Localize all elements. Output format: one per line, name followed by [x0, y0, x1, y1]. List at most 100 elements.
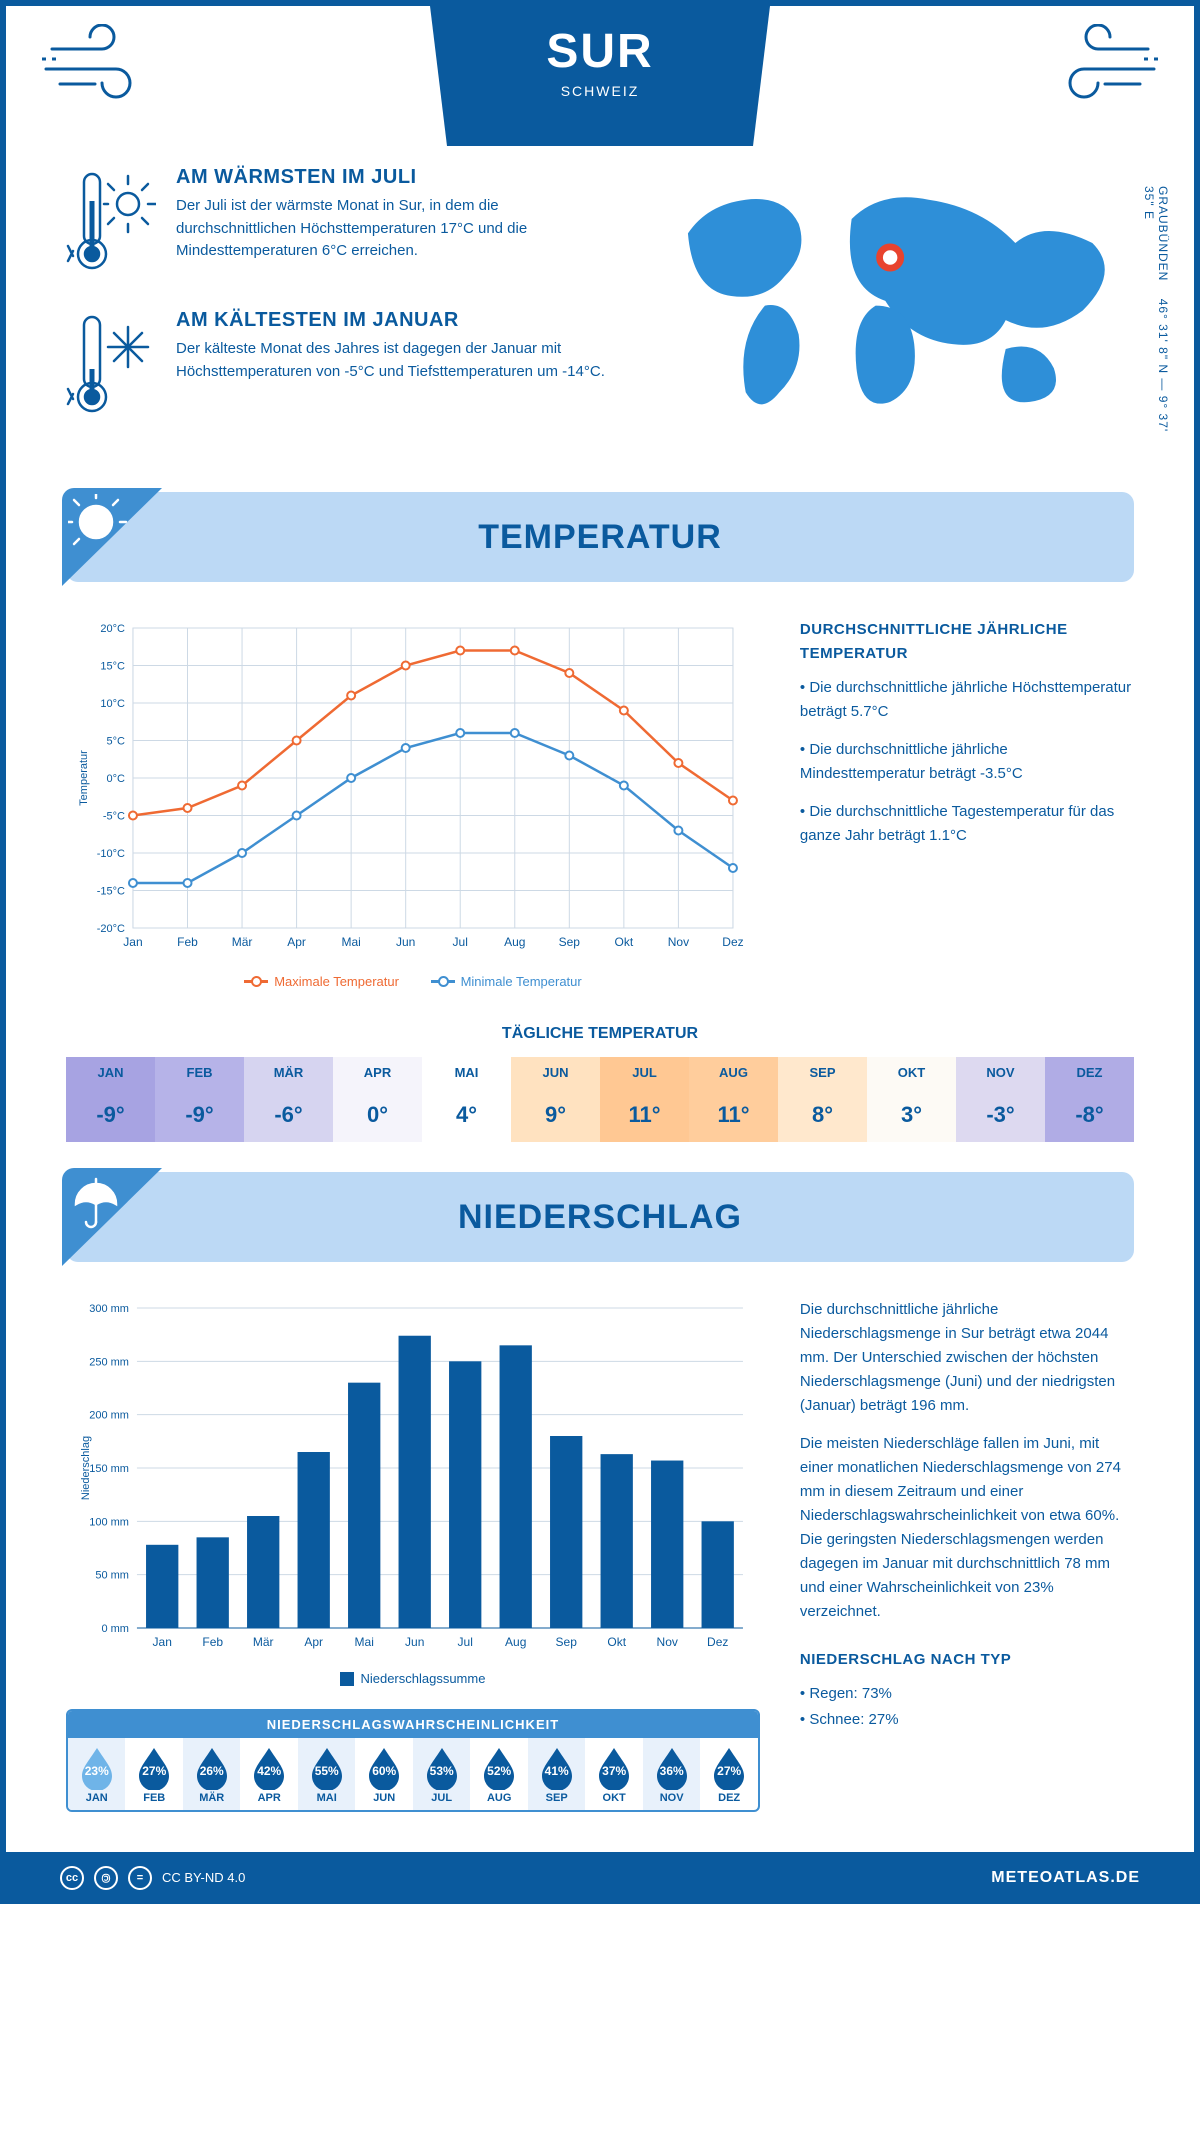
- svg-text:Dez: Dez: [722, 935, 743, 949]
- temp-side-heading: DURCHSCHNITTLICHE JÄHRLICHE TEMPERATUR: [800, 618, 1134, 666]
- cold-text: Der kälteste Monat des Jahres ist dagege…: [176, 338, 606, 383]
- svg-text:20°C: 20°C: [100, 623, 125, 635]
- svg-text:Dez: Dez: [707, 1635, 728, 1649]
- precip-chart: 0 mm50 mm100 mm150 mm200 mm250 mm300 mmJ…: [66, 1298, 760, 1658]
- svg-text:Okt: Okt: [615, 935, 634, 949]
- svg-text:-5°C: -5°C: [103, 811, 125, 823]
- daily-cell: JUN9°: [511, 1057, 600, 1142]
- daily-cell: SEP8°: [778, 1057, 867, 1142]
- world-map: GRAUBÜNDEN 46° 31' 8" N — 9° 37' 35" E: [646, 166, 1134, 452]
- svg-text:Apr: Apr: [287, 935, 306, 949]
- daily-cell: JUL11°: [600, 1057, 689, 1142]
- precip-probability-panel: NIEDERSCHLAGSWAHRSCHEINLICHKEIT 23% JAN …: [66, 1709, 760, 1812]
- svg-text:Nov: Nov: [657, 1635, 678, 1649]
- page-subtitle: SCHWEIZ: [490, 83, 710, 99]
- temp-bullet: • Die durchschnittliche Tagestemperatur …: [800, 800, 1134, 848]
- drop-icon: 26%: [193, 1746, 231, 1790]
- drop-icon: 52%: [480, 1746, 518, 1790]
- svg-text:Mär: Mär: [253, 1635, 274, 1649]
- header: SUR SCHWEIZ: [6, 6, 1194, 146]
- svg-text:-20°C: -20°C: [97, 923, 125, 935]
- svg-text:Mai: Mai: [355, 1635, 374, 1649]
- precip-type-snow: • Schnee: 27%: [800, 1708, 1134, 1732]
- cold-fact: AM KÄLTESTEN IM JANUAR Der kälteste Mona…: [66, 309, 606, 424]
- daily-cell: MÄR-6°: [244, 1057, 333, 1142]
- svg-text:Apr: Apr: [304, 1635, 323, 1649]
- prob-cell: 53% JUL: [413, 1738, 470, 1810]
- drop-icon: 37%: [595, 1746, 633, 1790]
- footer: cc 🄯 = CC BY-ND 4.0 METEOATLAS.DE: [0, 1852, 1200, 1904]
- daily-cell: MAI4°: [422, 1057, 511, 1142]
- svg-text:150 mm: 150 mm: [89, 1463, 129, 1475]
- drop-icon: 60%: [365, 1746, 403, 1790]
- precip-title: NIEDERSCHLAG: [458, 1198, 742, 1237]
- daily-cell: APR0°: [333, 1057, 422, 1142]
- title-ribbon: SUR SCHWEIZ: [430, 6, 770, 146]
- by-icon: 🄯: [94, 1866, 118, 1890]
- svg-text:Sep: Sep: [556, 1635, 578, 1649]
- precip-prob-title: NIEDERSCHLAGSWAHRSCHEINLICHKEIT: [68, 1711, 758, 1738]
- prob-cell: 23% JAN: [68, 1738, 125, 1810]
- precip-legend: Niederschlagssumme: [360, 1671, 485, 1686]
- prob-cell: 37% OKT: [585, 1738, 643, 1810]
- svg-text:-10°C: -10°C: [97, 848, 125, 860]
- precip-type-rain: • Regen: 73%: [800, 1682, 1134, 1706]
- svg-text:Jul: Jul: [453, 935, 468, 949]
- drop-icon: 55%: [308, 1746, 346, 1790]
- sun-icon: [62, 488, 162, 586]
- coordinates-label: GRAUBÜNDEN 46° 31' 8" N — 9° 37' 35" E: [1142, 186, 1170, 452]
- drop-icon: 36%: [653, 1746, 691, 1790]
- daily-temp-title: TÄGLICHE TEMPERATUR: [66, 1025, 1134, 1043]
- drop-icon: 42%: [250, 1746, 288, 1790]
- prob-cell: 41% SEP: [528, 1738, 585, 1810]
- thermometer-cold-icon: [66, 309, 156, 424]
- prob-cell: 42% APR: [240, 1738, 298, 1810]
- page-title: SUR: [490, 24, 710, 79]
- svg-text:Jun: Jun: [405, 1635, 424, 1649]
- temperature-banner: TEMPERATUR: [66, 492, 1134, 582]
- svg-text:0 mm: 0 mm: [101, 1623, 129, 1635]
- drop-icon: 27%: [710, 1746, 748, 1790]
- prob-cell: 27% DEZ: [700, 1738, 758, 1810]
- svg-text:Aug: Aug: [505, 1635, 526, 1649]
- svg-text:Feb: Feb: [202, 1635, 223, 1649]
- svg-text:Niederschlag: Niederschlag: [80, 1436, 92, 1500]
- warm-text: Der Juli ist der wärmste Monat in Sur, i…: [176, 195, 606, 263]
- svg-text:Temperatur: Temperatur: [78, 750, 90, 806]
- svg-text:Sep: Sep: [559, 935, 581, 949]
- cold-title: AM KÄLTESTEN IM JANUAR: [176, 309, 606, 332]
- svg-text:0°C: 0°C: [106, 773, 125, 785]
- wind-icon: [42, 24, 162, 109]
- svg-text:15°C: 15°C: [100, 661, 125, 673]
- prob-cell: 52% AUG: [470, 1738, 528, 1810]
- svg-text:Mär: Mär: [232, 935, 253, 949]
- svg-text:-15°C: -15°C: [97, 886, 125, 898]
- prob-cell: 27% FEB: [125, 1738, 183, 1810]
- precip-p2: Die meisten Niederschläge fallen im Juni…: [800, 1432, 1134, 1624]
- cc-icon: cc: [60, 1866, 84, 1890]
- svg-text:Jun: Jun: [396, 935, 415, 949]
- svg-text:10°C: 10°C: [100, 698, 125, 710]
- temp-bullet: • Die durchschnittliche jährliche Höchst…: [800, 676, 1134, 724]
- svg-text:Aug: Aug: [504, 935, 525, 949]
- daily-cell: DEZ-8°: [1045, 1057, 1134, 1142]
- daily-cell: OKT3°: [867, 1057, 956, 1142]
- prob-cell: 26% MÄR: [183, 1738, 240, 1810]
- legend-max: Maximale Temperatur: [274, 974, 399, 989]
- svg-text:50 mm: 50 mm: [95, 1570, 129, 1582]
- prob-cell: 36% NOV: [643, 1738, 700, 1810]
- drop-icon: 27%: [135, 1746, 173, 1790]
- temperature-title: TEMPERATUR: [478, 518, 722, 557]
- daily-cell: FEB-9°: [155, 1057, 244, 1142]
- prob-cell: 60% JUN: [355, 1738, 413, 1810]
- svg-text:300 mm: 300 mm: [89, 1303, 129, 1315]
- temp-bullet: • Die durchschnittliche jährliche Mindes…: [800, 738, 1134, 786]
- daily-temp-grid: JAN-9°FEB-9°MÄR-6°APR0°MAI4°JUN9°JUL11°A…: [66, 1057, 1134, 1142]
- svg-text:Okt: Okt: [607, 1635, 626, 1649]
- site-label: METEOATLAS.DE: [991, 1869, 1140, 1887]
- svg-text:Jan: Jan: [153, 1635, 172, 1649]
- svg-text:200 mm: 200 mm: [89, 1410, 129, 1422]
- nd-icon: =: [128, 1866, 152, 1890]
- svg-text:Jul: Jul: [458, 1635, 473, 1649]
- wind-icon: [1038, 24, 1158, 109]
